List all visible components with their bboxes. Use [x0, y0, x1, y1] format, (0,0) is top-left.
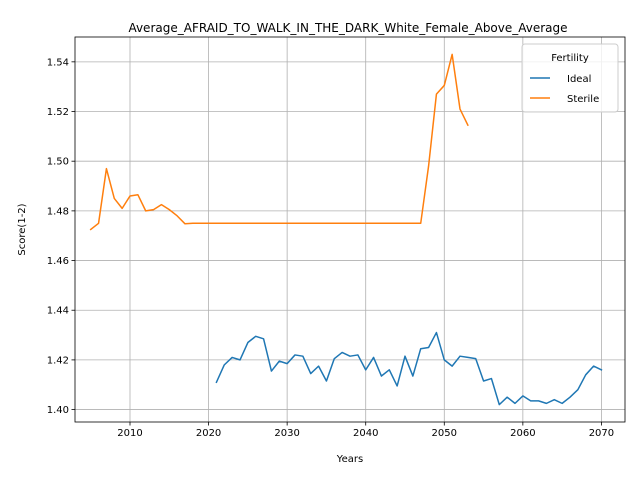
x-tick-label: 2020: [196, 428, 221, 439]
plot-frame: [74, 36, 626, 423]
series-line-ideal: [215, 331, 603, 406]
x-tick-label: 2060: [510, 428, 535, 439]
y-axis-label: Score(1-2): [17, 203, 28, 255]
series-layer: [89, 53, 603, 406]
y-tick-label: 1.40: [47, 405, 69, 416]
y-tick-label: 1.52: [47, 107, 69, 118]
y-axis: 1.40 1.42 1.44 1.46 1.48 1.50 1.52 1.54: [47, 57, 75, 416]
y-tick-label: 1.50: [47, 157, 69, 168]
legend-label-sterile: Sterile: [567, 94, 599, 105]
legend-label-ideal: Ideal: [567, 74, 591, 85]
x-axis-label: Years: [336, 454, 363, 465]
x-tick-label: 2050: [432, 428, 457, 439]
y-tick-label: 1.44: [47, 306, 69, 317]
legend: Fertility Ideal Sterile: [521, 43, 619, 113]
x-axis: 2010 2020 2030 2040 2050 2060 2070: [117, 422, 614, 439]
legend-title: Fertility: [551, 53, 589, 64]
series-line-sterile: [89, 53, 469, 231]
y-tick-label: 1.46: [47, 256, 69, 267]
y-tick-label: 1.42: [47, 355, 69, 366]
y-tick-label: 1.48: [47, 206, 69, 217]
x-tick-label: 2070: [589, 428, 614, 439]
chart-title: Average_AFRAID_TO_WALK_IN_THE_DARK_White…: [128, 21, 567, 35]
x-tick-label: 2040: [353, 428, 378, 439]
x-tick-label: 2030: [274, 428, 299, 439]
legend-box: [521, 43, 619, 113]
x-tick-label: 2010: [117, 428, 142, 439]
y-tick-label: 1.54: [47, 57, 69, 68]
